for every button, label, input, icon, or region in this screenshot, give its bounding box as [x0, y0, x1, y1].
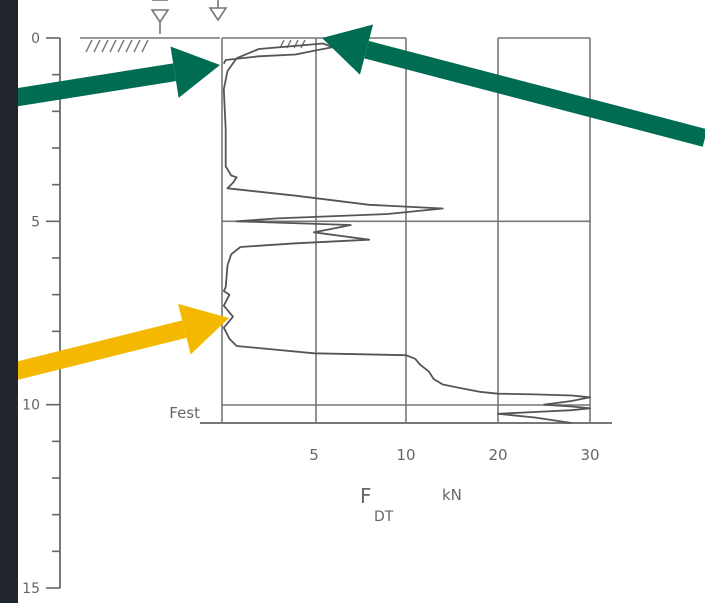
- water-level-marker: [150, 0, 228, 34]
- depth-tick-label: 5: [31, 214, 40, 230]
- fest-marker: Fest: [169, 404, 612, 424]
- force-tick-label: 10: [396, 446, 415, 464]
- arrow-head: [322, 24, 374, 75]
- annotation-arrows: [18, 24, 705, 380]
- arrow-shaft: [18, 63, 176, 107]
- depth-ticks: [46, 37, 60, 589]
- depth-tick-label: 15: [22, 581, 40, 597]
- ground-surface-hatch: [80, 37, 306, 53]
- fest-label: Fest: [169, 404, 200, 422]
- depth-tick-label: 0: [31, 31, 40, 47]
- force-depth-curve: [222, 42, 591, 424]
- series-group: [222, 42, 591, 424]
- force-tick-label: 30: [580, 446, 599, 464]
- force-tick-label: 5: [309, 446, 319, 464]
- arrow-shaft: [18, 320, 187, 380]
- x-label-symbol: F: [360, 484, 372, 508]
- depth-force-chart: Fest 0 5 10 15 5 10 20 30 F DT kN: [18, 0, 705, 597]
- force-tick-label: 20: [488, 446, 507, 464]
- arrow-head: [170, 46, 220, 98]
- arrow-shaft: [364, 40, 705, 147]
- depth-tick-label: 10: [22, 398, 40, 414]
- force-tick-labels: 5 10 20 30: [309, 446, 599, 464]
- x-label-unit: kN: [442, 486, 462, 504]
- plot-frame: [221, 37, 591, 423]
- x-label-subscript: DT: [374, 509, 394, 525]
- x-axis-label: F DT kN: [360, 484, 462, 525]
- depth-tick-labels: 0 5 10 15: [22, 31, 40, 597]
- arrow-head: [178, 303, 229, 355]
